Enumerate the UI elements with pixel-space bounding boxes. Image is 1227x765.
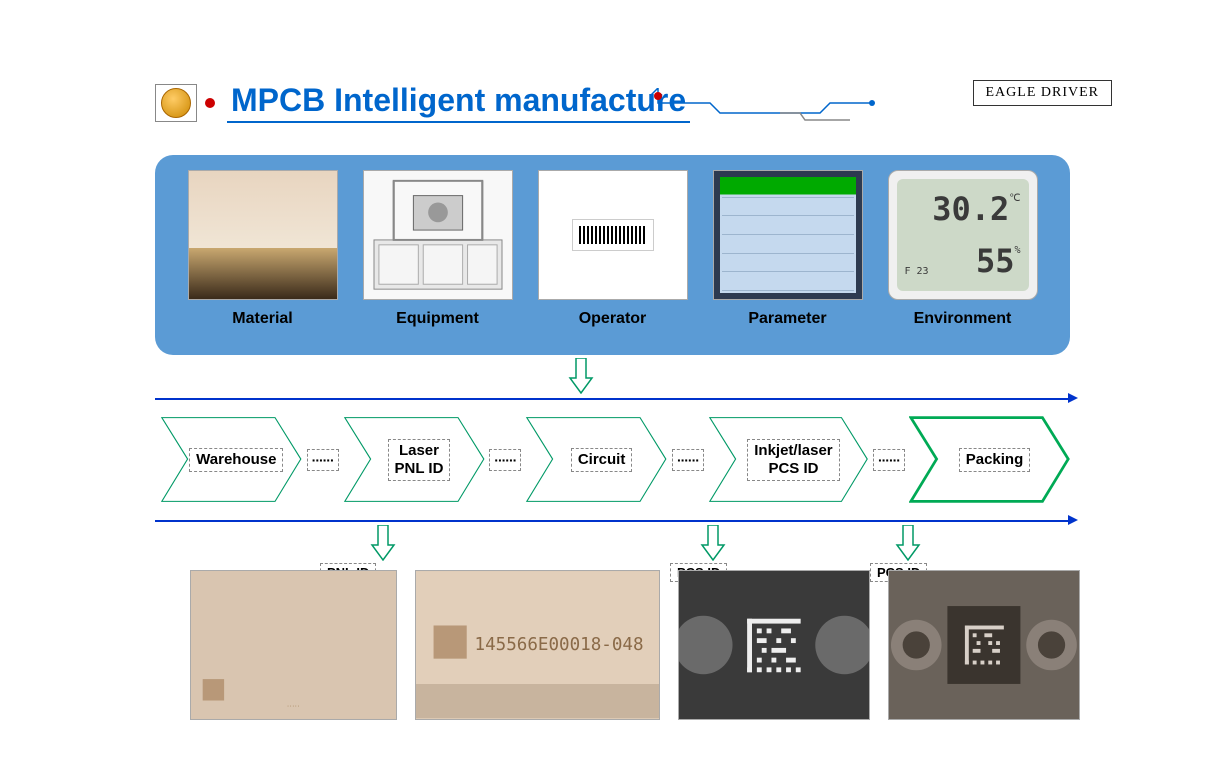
temperature-unit: ℃ [1009,193,1020,204]
humidity-value: 55 [976,242,1015,280]
panel-label: Environment [914,310,1012,328]
panel-item-environment: 30.2℃ F 23 55% Environment [888,170,1038,328]
step-laser-pnl-id: Laser PNL ID [343,412,486,507]
header-circuit-decoration [650,88,900,128]
environment-image: 30.2℃ F 23 55% [888,170,1038,300]
sample-pcb-code: 145566E00018-048 [415,570,661,720]
panel-item-material: Material [188,170,338,328]
inputs-panel: Material Equipment Operator [155,155,1070,355]
sample-pcb-blank: ····· [190,570,397,720]
date-small: F 23 [905,266,929,277]
flow-ellipsis: ······ [489,449,521,471]
svg-text:·····: ····· [287,701,300,710]
operator-image [538,170,688,300]
arrow-flow-to-pnl [370,525,396,561]
panel-label: Operator [579,310,647,328]
flow-ellipsis: ······ [307,449,339,471]
flow-line-top [155,398,1070,400]
step-warehouse: Warehouse [160,412,303,507]
parameter-image [713,170,863,300]
step-label: Packing [959,448,1031,472]
step-circuit: Circuit [525,412,668,507]
flow-ellipsis: ······ [672,449,704,471]
step-packing: Packing [909,412,1070,507]
panel-item-parameter: Parameter [713,170,863,328]
step-label: Warehouse [189,448,283,472]
flow-line-top-arrowhead [1068,393,1078,403]
arrow-flow-to-pcs1 [700,525,726,561]
flow-line-bottom [155,520,1070,522]
humidity-unit: % [1014,245,1020,256]
thermo-hygrometer-icon: 30.2℃ F 23 55% [897,179,1029,291]
step-inkjet-pcs-id: Inkjet/laser PCS ID [708,412,869,507]
sample-datamatrix-1 [678,570,870,720]
accent-dot [205,98,215,108]
equipment-image [363,170,513,300]
step-label: Inkjet/laser PCS ID [747,439,839,481]
panel-label: Parameter [748,310,826,328]
bottom-samples: ····· 145566E00018-048 [190,570,1080,720]
flow-ellipsis: ······ [873,449,905,471]
logo-icon [161,88,191,118]
panel-label: Equipment [396,310,479,328]
temperature-value: 30.2 [932,190,1009,228]
panel-label: Material [232,310,292,328]
sample-code-text: 145566E00018-048 [474,635,643,655]
panel-item-operator: Operator [538,170,688,328]
step-label: Circuit [571,448,633,472]
flow-line-bottom-arrowhead [1068,515,1078,525]
brand-label: EAGLE DRIVER [973,80,1113,106]
panel-item-equipment: Equipment [363,170,513,328]
page-title: MPCB Intelligent manufacture [227,82,690,123]
logo-box [155,84,197,122]
arrow-panel-to-flow [568,358,594,394]
process-flow: Warehouse ······ Laser PNL ID ······ Cir… [160,412,1070,507]
header: MPCB Intelligent manufacture [155,75,1075,130]
step-label: Laser PNL ID [388,439,451,481]
arrow-flow-to-pcs2 [895,525,921,561]
sample-datamatrix-2 [888,570,1080,720]
hmi-screen-icon [720,177,856,293]
barcode-icon [573,220,653,250]
material-image [188,170,338,300]
